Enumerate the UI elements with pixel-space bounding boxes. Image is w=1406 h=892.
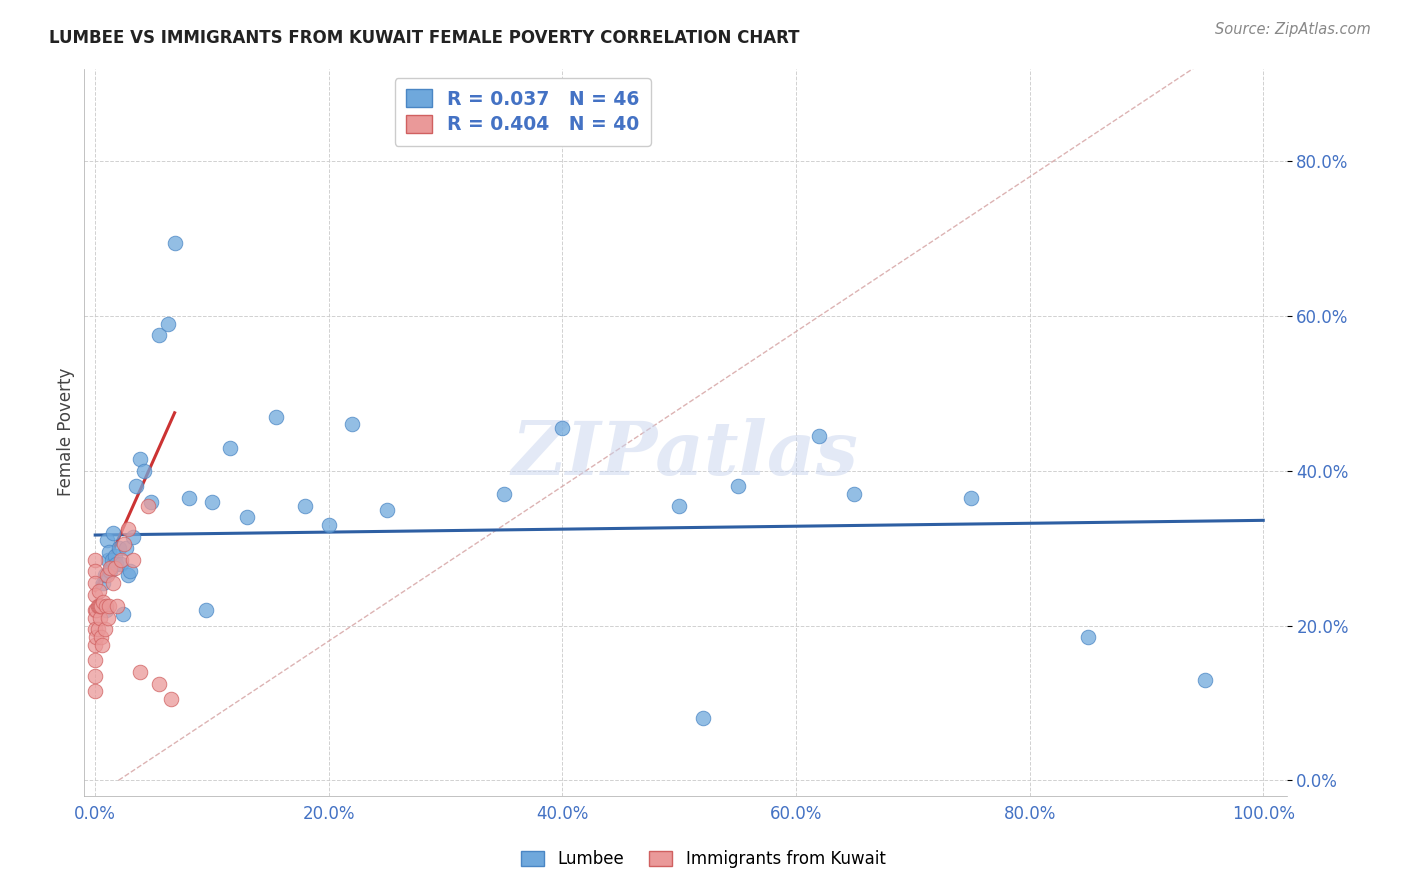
Point: [101, 525, 124, 540]
Point: [93, 623, 115, 637]
Point: [112, 537, 135, 551]
Point: [318, 518, 340, 533]
Point: [668, 499, 690, 513]
Point: [86, 599, 108, 614]
Point: [105, 599, 128, 614]
Point: [128, 452, 150, 467]
Point: [84, 553, 107, 567]
Point: [551, 421, 574, 435]
Point: [236, 510, 259, 524]
Point: [84, 611, 107, 625]
Point: [90, 599, 112, 614]
Point: [134, 464, 156, 478]
Point: [125, 479, 148, 493]
Point: [110, 557, 132, 571]
Point: [844, 487, 866, 501]
Point: [692, 711, 714, 725]
Point: [727, 479, 749, 493]
Point: [160, 692, 183, 706]
Point: [90, 599, 112, 614]
Point: [156, 317, 179, 331]
Point: [98, 545, 121, 559]
Point: [100, 565, 122, 579]
Point: [93, 576, 115, 591]
Point: [120, 565, 142, 579]
Point: [84, 565, 107, 579]
Point: [96, 533, 118, 548]
Point: [97, 553, 120, 567]
Point: [86, 603, 108, 617]
Point: [960, 491, 983, 505]
Point: [84, 588, 107, 602]
Point: [110, 553, 132, 567]
Point: [84, 623, 107, 637]
Point: [218, 441, 240, 455]
Legend: Lumbee, Immigrants from Kuwait: Lumbee, Immigrants from Kuwait: [513, 844, 893, 875]
Text: LUMBEE VS IMMIGRANTS FROM KUWAIT FEMALE POVERTY CORRELATION CHART: LUMBEE VS IMMIGRANTS FROM KUWAIT FEMALE …: [49, 29, 800, 46]
Point: [177, 491, 200, 505]
Point: [117, 568, 139, 582]
Point: [121, 553, 143, 567]
Point: [201, 495, 224, 509]
Point: [375, 502, 398, 516]
Point: [141, 495, 163, 509]
Point: [93, 568, 115, 582]
Point: [112, 607, 135, 621]
Point: [101, 576, 124, 591]
Point: [87, 583, 110, 598]
Point: [84, 603, 107, 617]
Point: [808, 429, 831, 443]
Point: [195, 603, 218, 617]
Point: [163, 235, 186, 250]
Text: ZIPatlas: ZIPatlas: [512, 417, 859, 491]
Point: [90, 630, 112, 644]
Point: [114, 541, 136, 556]
Point: [121, 530, 143, 544]
Point: [97, 611, 120, 625]
Point: [89, 611, 111, 625]
Point: [84, 638, 107, 652]
Y-axis label: Female Poverty: Female Poverty: [58, 368, 75, 496]
Point: [1194, 673, 1216, 687]
Point: [96, 568, 118, 582]
Point: [104, 549, 127, 563]
Text: Source: ZipAtlas.com: Source: ZipAtlas.com: [1215, 22, 1371, 37]
Point: [492, 487, 515, 501]
Point: [89, 599, 111, 614]
Point: [94, 599, 117, 614]
Point: [93, 595, 115, 609]
Point: [148, 676, 170, 690]
Legend: R = 0.037   N = 46, R = 0.404   N = 40: R = 0.037 N = 46, R = 0.404 N = 40: [395, 78, 651, 145]
Point: [117, 522, 139, 536]
Point: [87, 599, 110, 614]
Point: [148, 328, 170, 343]
Point: [294, 499, 316, 513]
Point: [86, 623, 108, 637]
Point: [84, 684, 107, 698]
Point: [136, 499, 159, 513]
Point: [104, 560, 127, 574]
Point: [264, 409, 287, 424]
Point: [128, 665, 150, 679]
Point: [94, 603, 117, 617]
Point: [84, 669, 107, 683]
Point: [100, 553, 122, 567]
Point: [84, 576, 107, 591]
Point: [100, 560, 122, 574]
Point: [1077, 630, 1099, 644]
Point: [340, 417, 363, 432]
Point: [105, 557, 128, 571]
Point: [86, 630, 108, 644]
Point: [107, 541, 129, 556]
Point: [84, 653, 107, 667]
Point: [91, 638, 114, 652]
Point: [98, 599, 121, 614]
